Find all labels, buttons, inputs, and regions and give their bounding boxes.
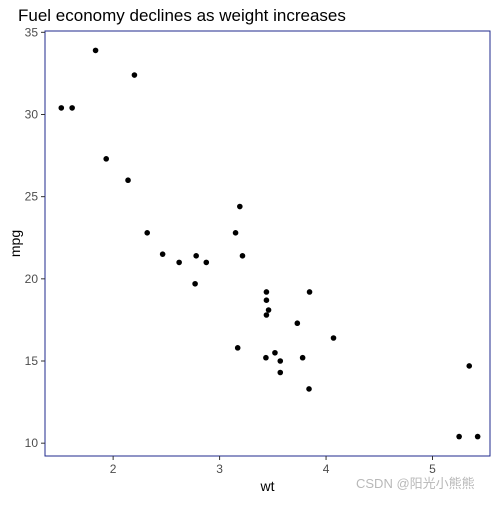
y-tick-label: 20 [25,272,39,286]
panel-border [44,30,491,457]
data-point [69,105,75,111]
x-tick-label: 3 [216,462,223,476]
chart-title: Fuel economy declines as weight increase… [18,6,346,25]
data-point [263,354,269,361]
y-tick-label: 25 [25,190,39,204]
data-point [103,156,110,162]
data-point [176,259,182,266]
data-point [263,312,270,318]
data-point [192,280,198,287]
y-axis-title: mpg [7,230,23,257]
data-point [263,289,270,295]
data-point [237,203,243,210]
data-point [159,251,166,257]
x-tick-label: 2 [110,462,117,476]
data-point [234,345,241,351]
y-tick-label: 15 [25,354,39,368]
data-point [277,369,284,376]
data-point [265,307,272,313]
data-point [239,253,246,259]
data-point [125,177,131,184]
data-point [330,335,337,341]
data-point [306,386,312,392]
y-tick-label: 35 [25,25,39,39]
x-tick-label: 5 [429,462,436,476]
watermark-text: CSDN @阳光小熊熊 [356,476,475,491]
data-point [58,105,65,111]
data-point [299,354,306,361]
data-point [131,72,138,78]
data-point [272,349,278,356]
data-point [193,253,199,259]
x-tick-label: 4 [323,462,330,476]
data-point [203,259,210,266]
data-point [294,320,301,327]
data-point [232,230,239,236]
x-axis-title: wt [260,478,275,494]
data-point [474,433,481,440]
data-point [263,297,270,303]
y-tick-label: 10 [25,436,39,450]
data-point [92,47,99,54]
data-point [456,433,462,440]
data-point [144,230,151,236]
y-tick-label: 30 [25,107,39,121]
data-point [277,358,284,364]
data-point [306,289,313,295]
data-point [466,363,473,369]
